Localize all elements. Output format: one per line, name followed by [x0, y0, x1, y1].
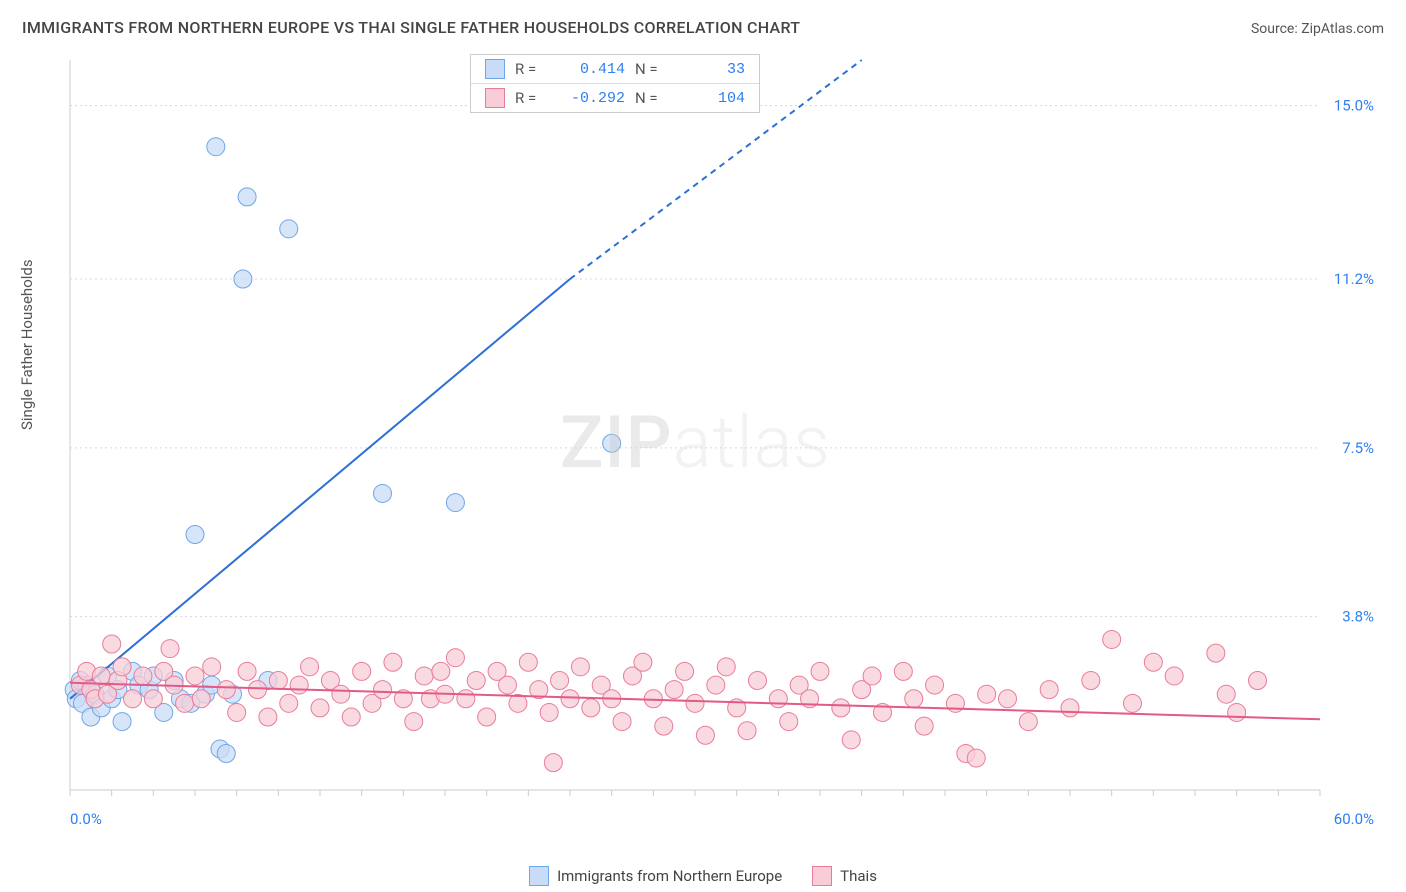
swatch-northern-europe	[485, 59, 505, 79]
source-attribution: Source: ZipAtlas.com	[1251, 21, 1384, 37]
series-legend: Immigrants from Northern Europe Thais	[0, 866, 1406, 886]
swatch-thais	[485, 88, 505, 108]
legend-row-thais: R = -0.292 N = 104	[471, 83, 759, 112]
svg-text:15.0%: 15.0%	[1334, 97, 1374, 115]
svg-text:7.5%: 7.5%	[1342, 439, 1374, 457]
swatch-thais	[812, 866, 832, 886]
y-axis-label: Single Father Households	[18, 259, 36, 430]
correlation-legend: R = 0.414 N = 33 R = -0.292 N = 104	[470, 54, 760, 113]
swatch-northern-europe	[529, 866, 549, 886]
svg-text:0.0%: 0.0%	[70, 810, 102, 828]
chart-svg: 3.8% 7.5% 11.2% 15.0% 0.0% 60.0%	[60, 50, 1380, 830]
svg-text:3.8%: 3.8%	[1342, 608, 1374, 626]
svg-text:60.0%: 60.0%	[1334, 810, 1374, 828]
chart-title: IMMIGRANTS FROM NORTHERN EUROPE VS THAI …	[22, 18, 800, 37]
legend-row-northern-europe: R = 0.414 N = 33	[471, 55, 759, 83]
scatter-plot: 3.8% 7.5% 11.2% 15.0% 0.0% 60.0%	[60, 50, 1380, 830]
legend-item-thais: Thais	[812, 866, 877, 886]
legend-item-northern-europe: Immigrants from Northern Europe	[529, 866, 782, 886]
svg-text:11.2%: 11.2%	[1334, 270, 1374, 288]
